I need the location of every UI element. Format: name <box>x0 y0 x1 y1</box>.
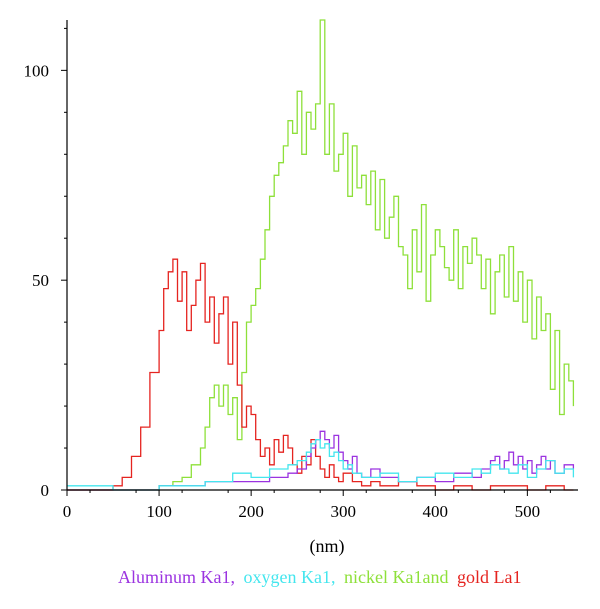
legend-entry-oxygen: oxygen Ka1, <box>244 567 336 587</box>
x-tick-label: 500 <box>515 502 541 521</box>
x-tick-label: 400 <box>423 502 449 521</box>
series-line-0 <box>67 19 575 491</box>
ticks-layer: 0 100 200 300 400 500 0 50 100 <box>24 27 551 521</box>
legend-entry-aluminum: Aluminum Ka1, <box>118 567 235 587</box>
y-tick-label: 50 <box>32 271 49 290</box>
x-tick-label: 0 <box>63 502 72 521</box>
legend-entry-gold: gold La1 <box>457 567 522 587</box>
series-line-3 <box>67 438 575 491</box>
x-tick-label: 200 <box>238 502 264 521</box>
x-axis-title: (nm) <box>310 536 345 557</box>
y-tick-label: 0 <box>41 481 50 500</box>
legend: Aluminum Ka1, oxygen Ka1, nickel Ka1and … <box>118 567 521 587</box>
y-tick-label: 100 <box>24 61 50 80</box>
x-tick-label: 100 <box>146 502 172 521</box>
series-layer <box>67 19 575 491</box>
x-tick-label: 300 <box>330 502 356 521</box>
legend-entry-nickel: nickel Ka1and <box>344 567 448 587</box>
series-line-1 <box>67 258 574 491</box>
